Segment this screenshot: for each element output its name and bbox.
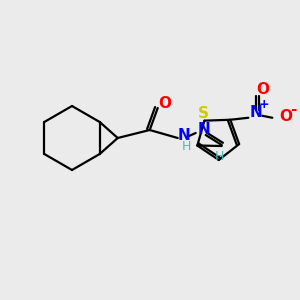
Text: N: N	[197, 122, 210, 137]
Text: -: -	[290, 102, 296, 117]
Text: O: O	[158, 97, 171, 112]
Text: O: O	[279, 109, 292, 124]
Text: S: S	[198, 106, 209, 121]
Text: +: +	[259, 98, 270, 111]
Text: H: H	[215, 149, 224, 163]
Text: N: N	[250, 105, 263, 120]
Text: H: H	[182, 140, 191, 152]
Text: O: O	[256, 82, 269, 97]
Text: N: N	[177, 128, 190, 143]
